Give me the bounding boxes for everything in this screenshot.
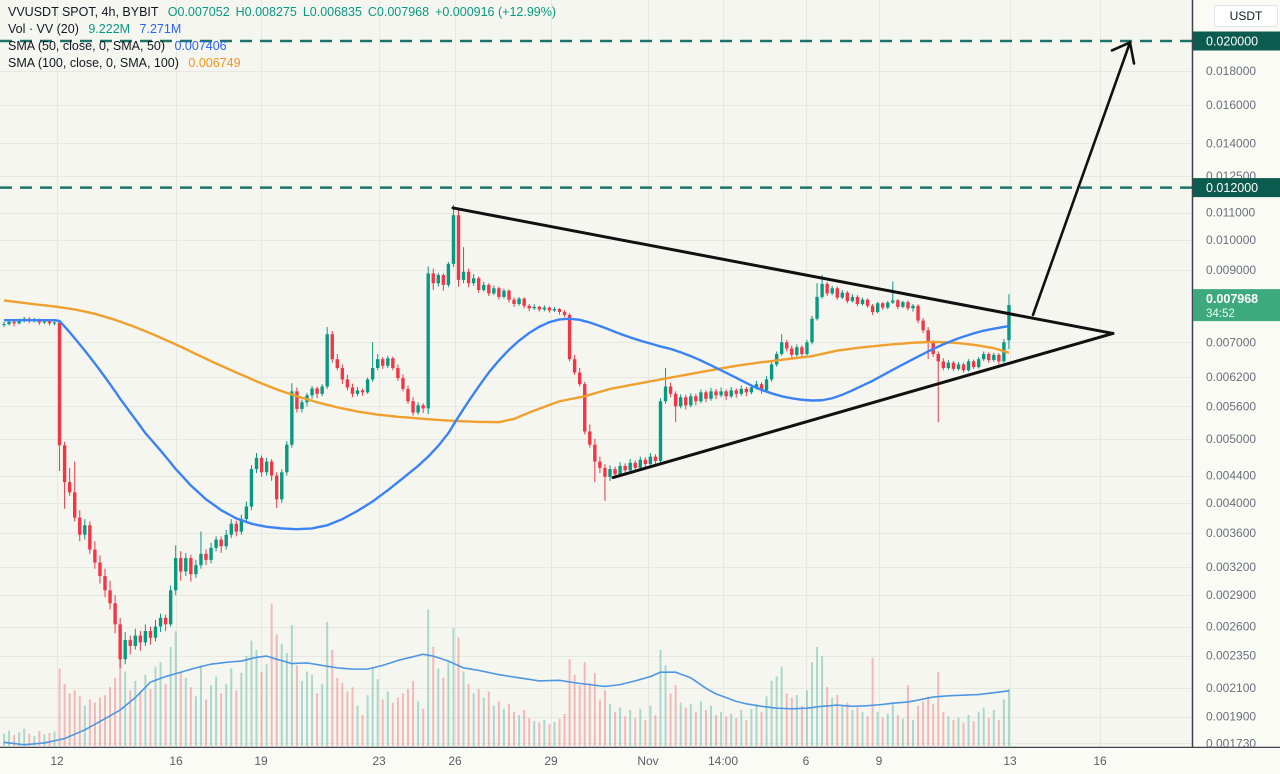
price-tick: 0.002600 [1206, 620, 1256, 634]
price-tick: 0.010000 [1206, 233, 1256, 247]
time-tick: 9 [876, 754, 883, 768]
time-tick: 14:00 [708, 754, 738, 768]
ohlc-value: +0.000916 (+12.99%) [435, 5, 557, 19]
sma100-title: SMA (100, close, 0, SMA, 100) [8, 56, 179, 70]
price-tick: 0.007000 [1206, 335, 1256, 349]
price-tick: 0.001900 [1206, 710, 1256, 724]
volume-bars [3, 603, 1010, 746]
volume-ma [3, 653, 1010, 746]
currency-toggle-button[interactable]: USDT [1214, 5, 1278, 27]
price-tick: 0.002900 [1206, 588, 1256, 602]
svg-text:0.012000: 0.012000 [1206, 181, 1258, 195]
price-tick: 0.011000 [1206, 206, 1255, 220]
time-tick-labels: 12 16 19 23 26 29 Nov 14:00 6 9 13 16 [50, 754, 1107, 768]
sma100-line [3, 299, 1010, 424]
candles-layer [2, 204, 1011, 669]
ohlc-values: O0.007052 H0.008275 L0.006835 C0.007968 +0.0… [162, 5, 556, 19]
level-price-labels: 0.020000 0.012000 [1193, 31, 1280, 198]
time-tick: 16 [1093, 754, 1107, 768]
price-tick: 0.004400 [1206, 469, 1256, 483]
price-tick: 0.018000 [1206, 64, 1256, 78]
legend-symbol-row[interactable]: VVUSDT SPOT, 4h, BYBIT O0.007052 H0.00827… [8, 4, 556, 21]
price-tick: 0.005600 [1206, 399, 1256, 413]
time-tick: 12 [50, 754, 64, 768]
price-tick: 0.009000 [1206, 263, 1256, 277]
price-tick: 0.002350 [1206, 649, 1256, 663]
legend-sma100-row[interactable]: SMA (100, close, 0, SMA, 100) 0.006749 [8, 55, 556, 72]
symbol-title: VVUSDT SPOT, 4h, BYBIT [8, 5, 159, 19]
ohlc-value: O0.007052 [167, 5, 230, 19]
time-tick: 6 [803, 754, 810, 768]
price-tick: 0.002100 [1206, 681, 1256, 695]
breakout-arrow[interactable] [1031, 41, 1136, 317]
ohlc-value: H0.008275 [235, 5, 297, 19]
last-price-value: 0.007968 [1206, 292, 1258, 306]
last-price-label: 0.007968 34:52 [1193, 289, 1280, 322]
price-tick: 0.001730 [1206, 736, 1256, 750]
volume-ma-line [3, 653, 1010, 746]
triangle-upper [451, 206, 1115, 335]
legend-sma50-row[interactable]: SMA (50, close, 0, SMA, 50) 0.007406 [8, 38, 556, 55]
grid-lines [0, 0, 1192, 747]
time-tick: 29 [544, 754, 558, 768]
price-tick: 0.014000 [1206, 136, 1256, 150]
time-tick: Nov [637, 754, 658, 768]
chart-legend: VVUSDT SPOT, 4h, BYBIT O0.007052 H0.00827… [8, 4, 556, 72]
price-tick: 0.003600 [1206, 526, 1256, 540]
time-tick: 13 [1003, 754, 1017, 768]
time-tick: 16 [169, 754, 183, 768]
price-tick: 0.003200 [1206, 560, 1256, 574]
volume-ma-value: 7.271M [139, 22, 182, 36]
bar-countdown: 34:52 [1206, 308, 1235, 320]
volume-value: 9.222M [88, 22, 131, 36]
sma50 [4, 317, 1010, 531]
price-tick: 0.016000 [1206, 98, 1256, 112]
time-tick: 23 [372, 754, 386, 768]
ohlc-value: C0.007968 [367, 5, 430, 19]
triangle-drawing[interactable] [451, 206, 1115, 480]
sma100-value: 0.006749 [188, 56, 241, 70]
price-tick: 0.005000 [1206, 432, 1256, 446]
time-tick: 26 [448, 754, 462, 768]
price-tick: 0.004000 [1206, 496, 1256, 510]
triangle-lower [611, 331, 1115, 480]
sma50-title: SMA (50, close, 0, SMA, 50) [8, 39, 166, 53]
price-tick-labels: 0.0180000.0160000.0140000.0125000.011000… [1206, 64, 1256, 750]
sma50-value: 0.007406 [174, 39, 227, 53]
time-axis-panel[interactable] [0, 748, 1280, 774]
svg-text:0.020000: 0.020000 [1206, 35, 1258, 49]
ohlc-value: L0.006835 [302, 5, 362, 19]
price-tick: 0.006200 [1206, 370, 1256, 384]
time-tick: 19 [254, 754, 268, 768]
legend-volume-row[interactable]: Vol · VV (20) 9.222M 7.271M [8, 21, 556, 38]
volume-indicator-title: Vol · VV (20) [8, 22, 79, 36]
sma100 [3, 299, 1010, 424]
sma50-line [4, 317, 1010, 531]
